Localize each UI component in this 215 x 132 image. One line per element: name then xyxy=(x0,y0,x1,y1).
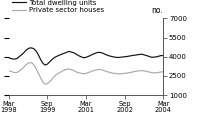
Line: Private sector houses: Private sector houses xyxy=(9,62,163,84)
Line: Total dwelling units: Total dwelling units xyxy=(9,48,163,65)
Private sector houses xyxy=(7,70,10,72)
Total dwelling units xyxy=(151,56,154,58)
Total dwelling units xyxy=(162,55,165,56)
Text: no.: no. xyxy=(152,6,163,15)
Private sector houses xyxy=(89,71,92,73)
Total dwelling units xyxy=(7,57,10,59)
Total dwelling units xyxy=(29,47,31,49)
Private sector houses xyxy=(46,83,49,84)
Total dwelling units xyxy=(145,55,147,56)
Total dwelling units xyxy=(63,52,66,54)
Total dwelling units xyxy=(46,63,49,65)
Private sector houses xyxy=(63,69,66,71)
Private sector houses xyxy=(29,62,31,63)
Private sector houses xyxy=(151,72,154,74)
Private sector houses xyxy=(44,83,46,85)
Private sector houses xyxy=(145,70,147,72)
Private sector houses xyxy=(141,70,143,71)
Private sector houses xyxy=(162,71,165,72)
Total dwelling units xyxy=(44,64,46,66)
Total dwelling units xyxy=(141,53,143,55)
Total dwelling units xyxy=(89,55,92,56)
Legend: Total dwelling units, Private sector houses: Total dwelling units, Private sector hou… xyxy=(12,0,104,13)
